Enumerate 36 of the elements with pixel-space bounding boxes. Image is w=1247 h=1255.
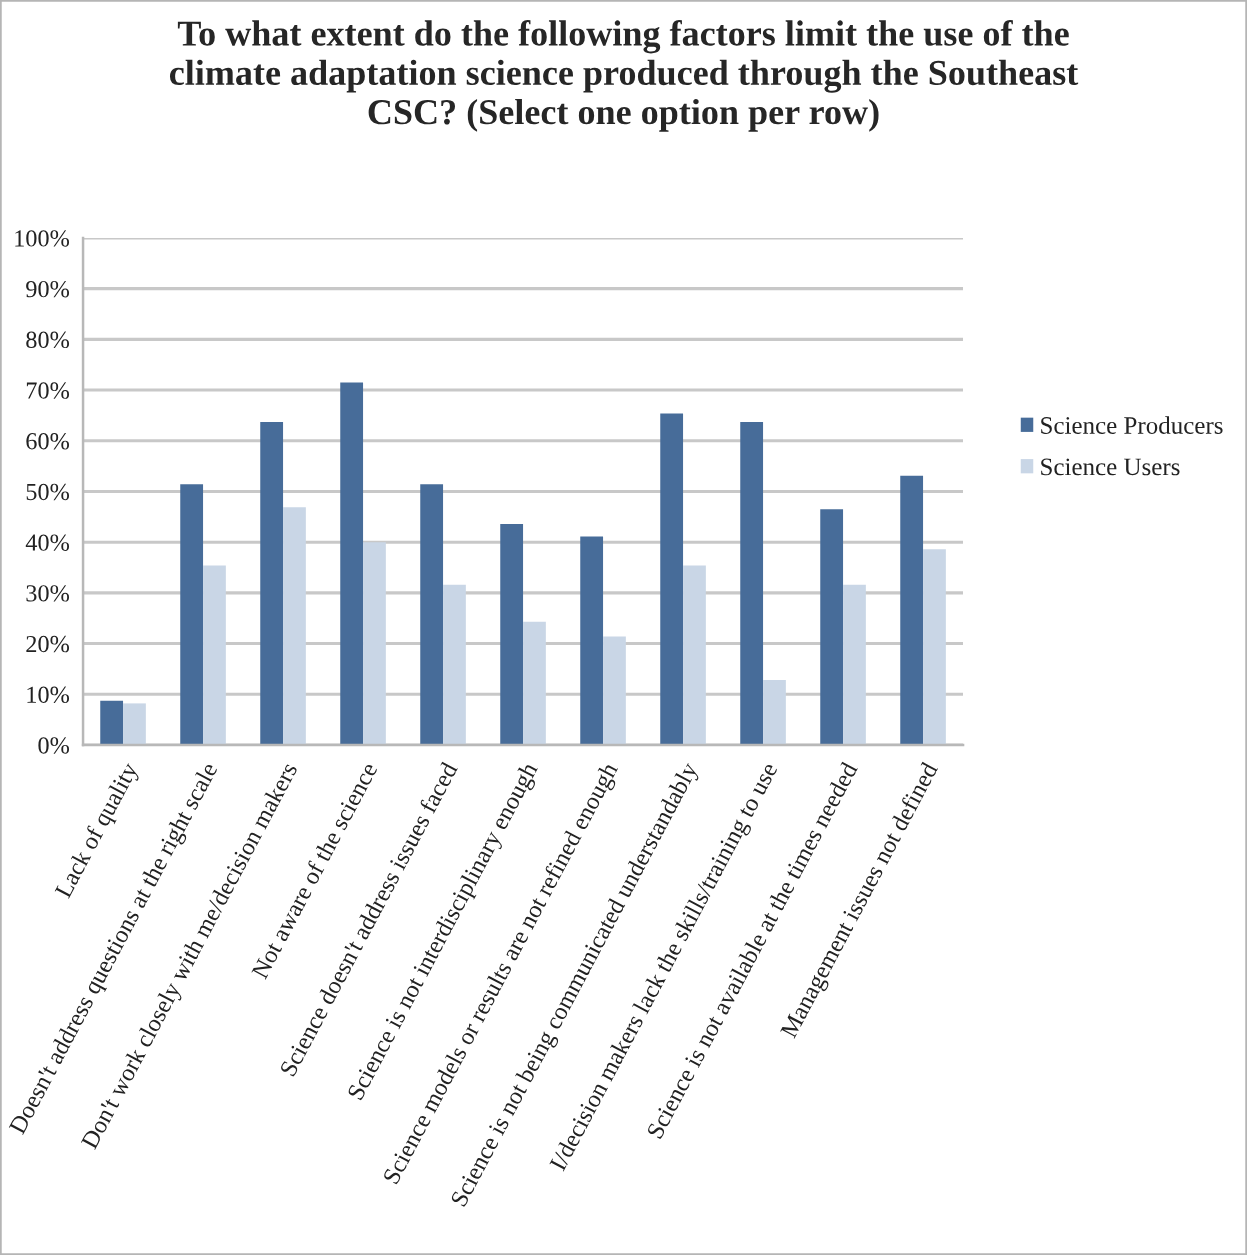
chart-title: To what extent do the following factors limit the use of the climate adaptation science produced through the Southeast CSC? (Select one option per row) [169,20,1079,132]
bar [523,621,546,745]
bar [683,565,706,745]
bar [843,584,866,745]
bar [500,523,524,745]
bar [603,636,626,745]
bar [923,549,946,745]
bar [900,475,924,745]
legend-label: Science Users [1041,458,1180,476]
bar [580,536,604,745]
y-tick-label: 20% [26,635,70,653]
y-tick-label: 40% [25,534,70,551]
bar [203,565,226,745]
bar [420,484,444,745]
bar [123,703,146,745]
bar [820,509,844,745]
bar [740,422,764,745]
y-tick-label: 70% [26,382,70,399]
bar [660,413,684,745]
y-tick-label: 0% [38,737,70,754]
bar [443,584,466,745]
y-tick-label: 90% [26,280,70,298]
bar [763,680,786,745]
bar [260,422,284,745]
y-tick-label: 50% [26,483,70,501]
bar [180,484,204,745]
bar [340,382,364,745]
y-tick-label: 60% [26,433,70,450]
y-tick-label: 10% [27,686,70,704]
bar [363,542,386,745]
bar [100,700,124,745]
y-tick-label: 30% [26,585,70,602]
y-tick-label: 100% [15,230,70,247]
bar [283,507,306,745]
y-tick-label: 80% [26,331,70,349]
legend-label: Science Producers [1041,416,1223,434]
